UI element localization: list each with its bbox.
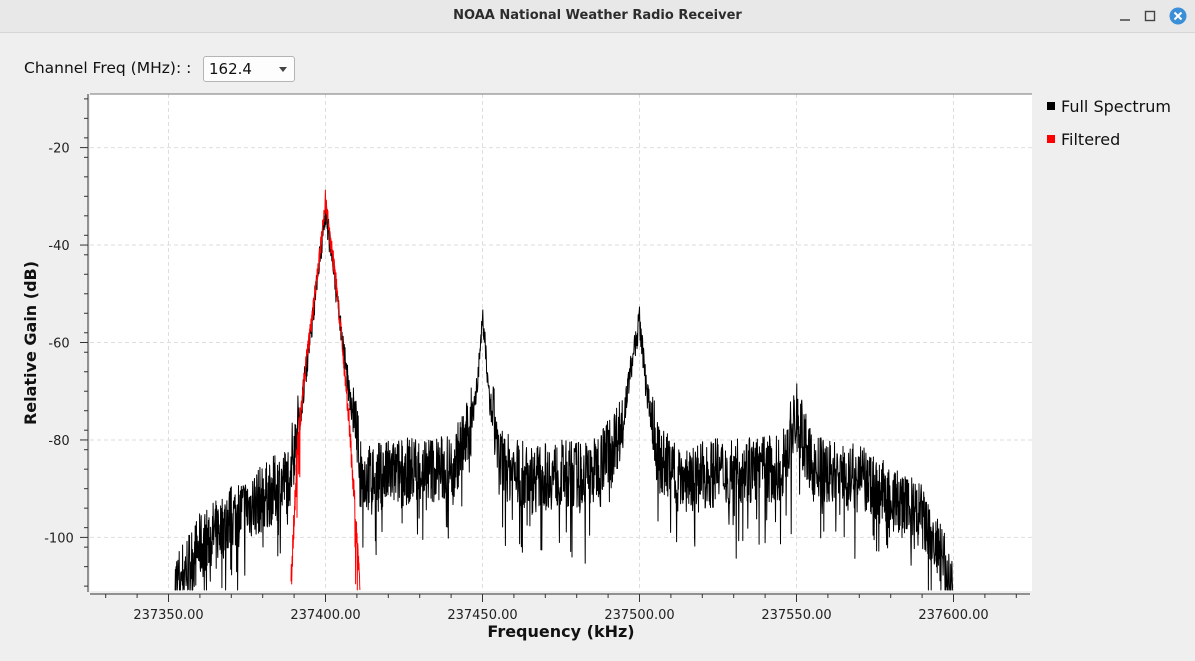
x-axis-ticks: 237350.00 237400.00 237450.00 237500.00 2375…	[105, 594, 1017, 623]
x-axis-label: Frequency (kHz)	[487, 622, 634, 641]
x-tick-label: 237350.00	[133, 608, 203, 623]
y-tick-label: -60	[48, 337, 69, 352]
window-titlebar: NOAA National Weather Radio Receiver	[0, 0, 1195, 33]
x-tick-label: 237550.00	[761, 608, 831, 623]
x-tick-label: 237500.00	[604, 608, 674, 623]
y-axis-ticks: -20 -40 -60 -80 -100	[44, 98, 88, 587]
channel-freq-label: Channel Freq (MHz): :	[24, 59, 192, 77]
legend-swatch-filtered	[1047, 135, 1055, 143]
legend-label-full-spectrum: Full Spectrum	[1061, 97, 1171, 116]
x-tick-label: 237600.00	[918, 608, 988, 623]
chevron-down-icon	[279, 67, 287, 72]
legend-label-filtered: Filtered	[1061, 130, 1121, 149]
x-tick-label: 237450.00	[447, 608, 517, 623]
minimize-icon[interactable]	[1117, 8, 1133, 24]
window-title: NOAA National Weather Radio Receiver	[453, 8, 742, 23]
y-tick-label: -80	[48, 434, 69, 449]
series-filtered	[290, 189, 361, 591]
y-tick-label: -100	[44, 531, 74, 546]
series-full-spectrum	[174, 201, 954, 591]
close-icon[interactable]	[1169, 7, 1187, 25]
grid	[90, 94, 1032, 591]
channel-freq-select[interactable]: 162.4	[203, 56, 295, 82]
y-tick-label: -40	[48, 239, 69, 254]
series-layer	[174, 189, 954, 591]
channel-freq-value: 162.4	[209, 60, 252, 78]
maximize-icon[interactable]	[1142, 8, 1158, 24]
y-tick-label: -20	[48, 142, 69, 157]
y-axis-label: Relative Gain (dB)	[21, 261, 40, 425]
legend-swatch-full-spectrum	[1047, 102, 1055, 110]
x-tick-label: 237400.00	[290, 608, 360, 623]
